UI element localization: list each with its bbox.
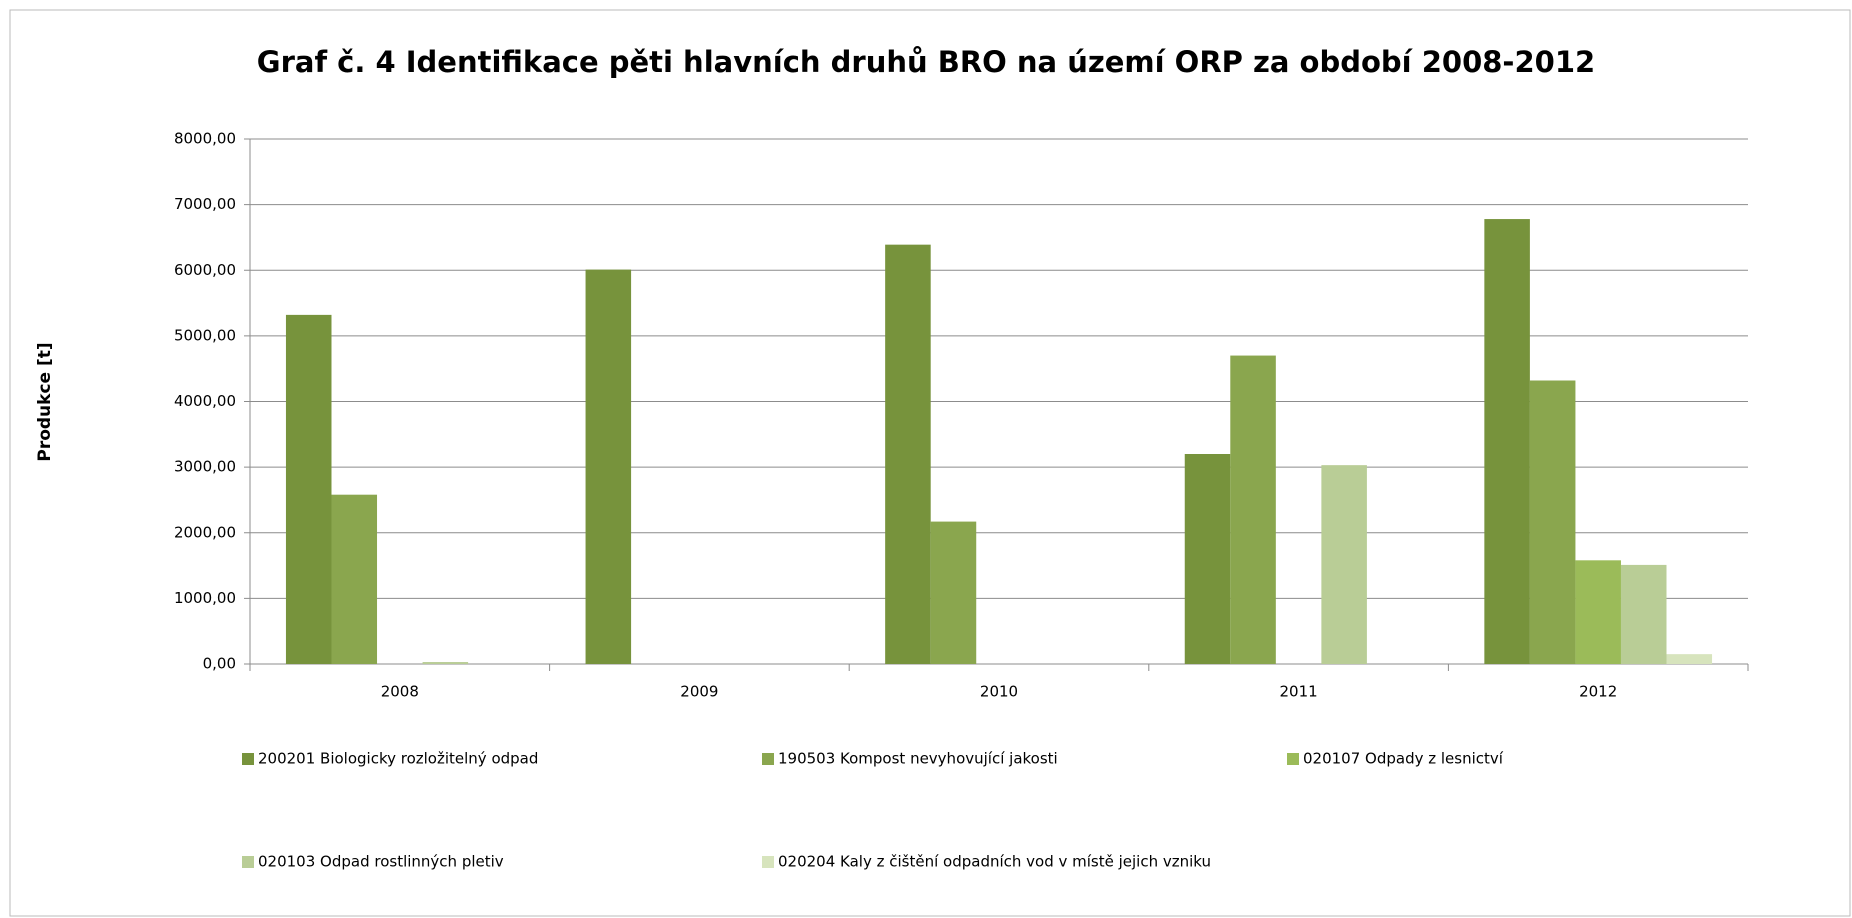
- legend-swatch: [1287, 753, 1299, 765]
- x-tick-label: 2008: [381, 683, 419, 701]
- bar: [1620, 564, 1667, 664]
- legend-label: 020204 Kaly z čištění odpadních vod v mí…: [778, 853, 1211, 871]
- legend-swatch: [242, 856, 254, 868]
- bar: [885, 244, 931, 664]
- legend-label: 020103 Odpad rostlinných pletiv: [258, 853, 504, 871]
- y-axis-label: Produkce [t]: [35, 342, 55, 461]
- bar: [930, 521, 977, 664]
- x-tick-label: 2009: [680, 683, 718, 701]
- bar: [1666, 654, 1713, 664]
- bar: [285, 314, 332, 664]
- y-tick-label: 0,00: [203, 655, 236, 673]
- chart-title: Graf č. 4 Identifikace pěti hlavních dru…: [257, 45, 1595, 79]
- bar: [1484, 219, 1530, 664]
- y-tick-label: 8000,00: [174, 130, 236, 148]
- x-tick-label: 2011: [1280, 683, 1318, 701]
- legend-swatch: [762, 753, 774, 765]
- bar: [1321, 465, 1367, 664]
- bar: [1529, 380, 1576, 664]
- bar: [331, 494, 378, 664]
- bar: [585, 269, 632, 664]
- legend-label: 190503 Kompost nevyhovující jakosti: [778, 750, 1058, 768]
- y-tick-label: 6000,00: [174, 261, 236, 279]
- x-tick-label: 2010: [980, 683, 1018, 701]
- y-tick-label: 2000,00: [174, 523, 236, 541]
- legend-swatch: [242, 753, 254, 765]
- legend-swatch: [762, 856, 774, 868]
- y-tick-label: 1000,00: [174, 589, 236, 607]
- bar: [1230, 355, 1276, 664]
- y-tick-label: 5000,00: [174, 326, 236, 344]
- y-tick-label: 4000,00: [174, 392, 236, 410]
- y-tick-label: 7000,00: [174, 195, 236, 213]
- x-tick-label: 2012: [1579, 683, 1617, 701]
- bar: [1575, 560, 1621, 664]
- y-tick-label: 3000,00: [174, 458, 236, 476]
- bar: [422, 662, 469, 664]
- bar: [1184, 454, 1231, 664]
- legend-label: 020107 Odpady z lesnictví: [1303, 750, 1504, 768]
- legend-label: 200201 Biologicky rozložitelný odpad: [258, 750, 538, 768]
